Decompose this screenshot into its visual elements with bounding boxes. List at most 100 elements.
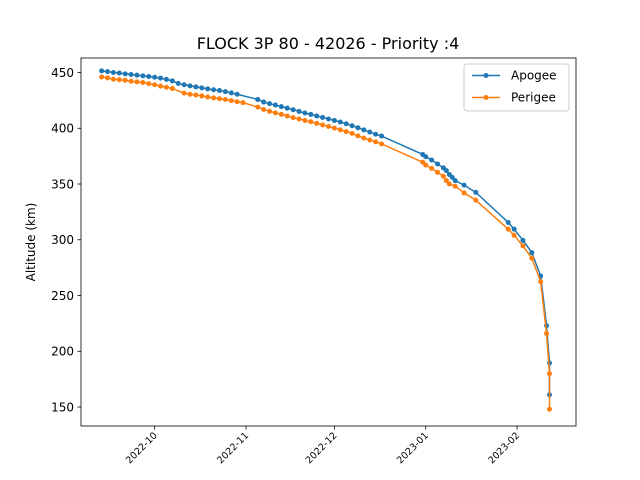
y-tick-label: 400: [51, 122, 74, 136]
perigee-point: [473, 197, 479, 203]
perigee-point: [267, 108, 273, 114]
perigee-point: [240, 100, 246, 106]
apogee-point: [429, 157, 435, 163]
perigee-point: [423, 162, 429, 168]
perigee-point: [302, 117, 308, 123]
perigee-point: [435, 169, 441, 175]
apogee-point: [284, 105, 290, 111]
perigee-point: [355, 133, 361, 139]
perigee-point: [326, 123, 331, 129]
apogee-point: [511, 226, 517, 232]
perigee-point: [228, 98, 234, 104]
series-perigee: [99, 74, 552, 412]
apogee-point: [211, 87, 217, 93]
apogee-point: [216, 88, 222, 94]
perigee-point: [529, 255, 535, 261]
perigee-point: [116, 77, 122, 83]
apogee-point: [326, 116, 331, 122]
perigee-point: [234, 99, 240, 105]
perigee-point: [152, 82, 158, 88]
apogee-point: [175, 80, 181, 86]
perigee-point: [146, 81, 152, 87]
perigee-point: [193, 92, 199, 98]
apogee-point: [379, 133, 385, 139]
legend-perigee-marker: [483, 95, 489, 100]
y-tick-label: 450: [51, 66, 74, 80]
apogee-point: [505, 219, 511, 225]
perigee-point: [320, 122, 326, 128]
perigee-point: [296, 116, 302, 122]
apogee-point: [320, 114, 326, 120]
apogee-point: [473, 189, 479, 195]
y-tick-label: 250: [51, 289, 74, 303]
perigee-point: [199, 93, 205, 99]
y-tick-label: 300: [51, 233, 74, 247]
perigee-point: [128, 78, 134, 84]
perigee-point: [379, 141, 385, 147]
perigee-point: [99, 74, 105, 80]
apogee-point: [199, 85, 205, 91]
perigee-point: [546, 406, 552, 412]
apogee-point: [267, 101, 273, 107]
perigee-point: [105, 75, 111, 81]
axes-frame: [80, 57, 577, 427]
apogee-point: [461, 182, 467, 188]
apogee-point: [449, 174, 455, 180]
apogee-point: [187, 83, 193, 89]
perigee-point: [205, 94, 211, 100]
apogee-point: [140, 73, 146, 79]
apogee-point: [367, 129, 373, 135]
apogee-point: [296, 108, 302, 114]
series-layer: [99, 68, 552, 412]
perigee-point: [511, 232, 517, 238]
apogee-point: [193, 84, 199, 90]
perigee-point: [446, 181, 452, 187]
perigee-line: [101, 76, 551, 410]
legend-apogee-label: Apogee: [511, 69, 557, 83]
apogee-point: [361, 127, 367, 133]
apogee-point: [314, 113, 320, 119]
perigee-point: [538, 279, 544, 285]
apogee-point: [116, 70, 122, 76]
perigee-point: [122, 77, 128, 83]
y-tick-label: 350: [51, 177, 74, 191]
y-tick-label: 200: [51, 345, 74, 359]
perigee-point: [505, 226, 511, 232]
y-tick-label: 150: [51, 400, 74, 414]
apogee-point: [205, 86, 211, 92]
perigee-point: [361, 135, 367, 141]
apogee-point: [228, 90, 234, 96]
perigee-point: [461, 190, 467, 196]
perigee-point: [140, 80, 146, 86]
apogee-point: [443, 168, 449, 174]
perigee-point: [187, 91, 193, 97]
apogee-point: [452, 178, 458, 184]
apogee-point: [181, 82, 187, 88]
legend-perigee-label: Perigee: [511, 91, 556, 105]
apogee-point: [169, 78, 175, 84]
legend-apogee-marker: [483, 73, 489, 78]
apogee-point: [146, 74, 152, 80]
chart-title: FLOCK 3P 80 - 42026 - Priority :4: [197, 34, 460, 53]
perigee-point: [343, 129, 349, 135]
apogee-point: [158, 75, 164, 81]
plot-area: [80, 57, 577, 427]
apogee-point: [355, 125, 361, 131]
perigee-point: [349, 130, 355, 136]
perigee-point: [255, 104, 261, 110]
perigee-point: [308, 119, 314, 125]
perigee-point: [544, 330, 550, 336]
apogee-point: [234, 91, 240, 97]
perigee-point: [134, 79, 140, 85]
perigee-point: [110, 76, 116, 82]
perigee-point: [272, 110, 278, 116]
apogee-point: [435, 161, 441, 167]
perigee-point: [216, 96, 222, 102]
apogee-point: [152, 74, 158, 80]
y-axis-label: Altitude (km): [24, 203, 38, 282]
apogee-point: [128, 72, 134, 77]
perigee-point: [222, 96, 228, 102]
apogee-point: [122, 71, 128, 77]
apogee-point: [373, 131, 379, 137]
apogee-point: [105, 69, 111, 75]
